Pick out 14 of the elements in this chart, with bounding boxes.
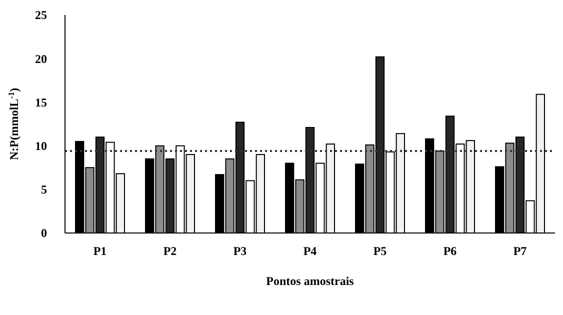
x-tick-label: P6 bbox=[443, 244, 457, 258]
y-tick-label: 25 bbox=[35, 8, 47, 22]
x-tick-label: P3 bbox=[233, 244, 247, 258]
y-tick-label: 20 bbox=[35, 52, 47, 66]
x-tick-label: P7 bbox=[513, 244, 527, 258]
x-tick-label: P2 bbox=[163, 244, 177, 258]
x-tick-label: P1 bbox=[93, 244, 107, 258]
x-tick-label: P4 bbox=[303, 244, 317, 258]
x-axis-title: Pontos amostrais bbox=[266, 274, 354, 288]
y-tick-label: 15 bbox=[35, 95, 47, 110]
x-tick-label: P5 bbox=[373, 244, 387, 258]
y-tick-label: 5 bbox=[41, 182, 47, 197]
y-tick-label: 10 bbox=[35, 139, 47, 153]
y-tick-label: 0 bbox=[41, 226, 47, 240]
